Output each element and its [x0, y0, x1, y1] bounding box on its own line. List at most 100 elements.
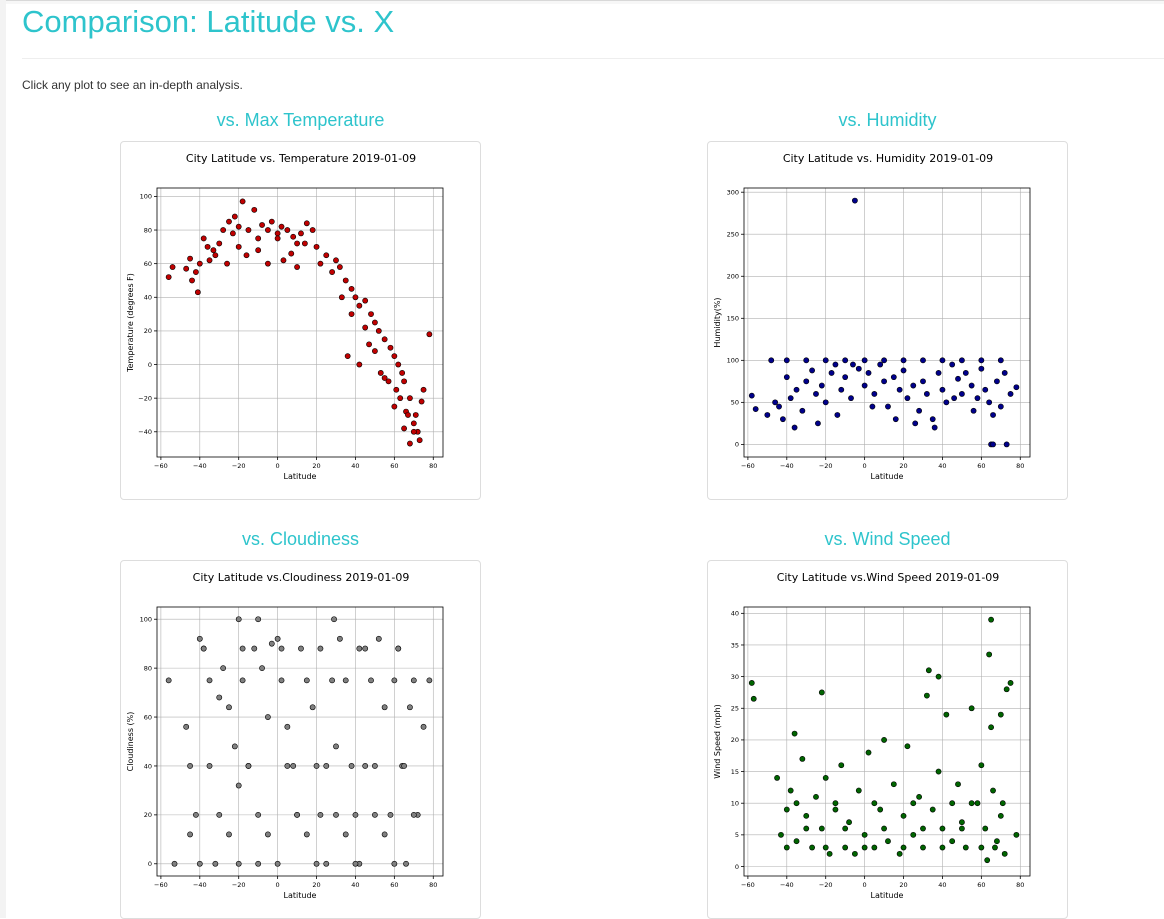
- y-tick-label: 80: [144, 664, 152, 672]
- x-tick-label: 60: [390, 881, 398, 889]
- plot-card-wind-speed[interactable]: City Latitude vs.Wind Speed 2019-01-09 −6…: [707, 560, 1068, 919]
- plot-frame: [743, 187, 1031, 458]
- data-point: [783, 374, 790, 381]
- y-tick-label: 60: [144, 260, 152, 268]
- data-point: [992, 844, 998, 851]
- data-point: [935, 370, 942, 376]
- data-point: [780, 416, 786, 423]
- data-point: [284, 723, 291, 730]
- data-point: [848, 395, 854, 402]
- data-point: [764, 412, 771, 418]
- data-point: [912, 420, 919, 427]
- y-axis-label: Humidity(%): [713, 297, 722, 347]
- data-point: [850, 361, 856, 368]
- data-point: [401, 378, 407, 385]
- plot-card-humidity[interactable]: City Latitude vs. Humidity 2019-01-09 −60…: [707, 141, 1068, 500]
- data-point: [274, 230, 281, 237]
- x-tick-label: −60: [154, 881, 168, 889]
- data-point: [916, 793, 923, 800]
- data-point: [892, 416, 899, 423]
- data-point: [855, 365, 862, 372]
- data-point: [877, 361, 884, 368]
- x-axis-label: Latitude: [284, 891, 317, 900]
- data-point: [395, 645, 402, 652]
- data-point: [959, 391, 965, 397]
- data-point: [356, 302, 363, 309]
- data-point: [822, 399, 829, 406]
- title-divider: [22, 58, 1164, 59]
- data-point: [206, 677, 213, 684]
- data-point: [235, 223, 242, 230]
- data-point: [974, 395, 981, 402]
- data-point: [331, 616, 337, 623]
- y-tick-label: 80: [144, 226, 152, 234]
- y-tick-label: 20: [731, 736, 739, 744]
- data-point: [229, 230, 236, 237]
- x-axis-label: Latitude: [871, 472, 904, 481]
- data-point: [288, 250, 295, 257]
- data-point: [216, 240, 223, 247]
- data-point: [787, 395, 794, 402]
- data-point: [750, 695, 757, 702]
- data-point: [818, 382, 825, 389]
- data-point: [412, 412, 419, 418]
- data-point: [196, 635, 203, 642]
- data-point: [366, 341, 372, 348]
- data-point: [278, 677, 285, 684]
- data-point: [333, 811, 339, 818]
- data-point: [982, 825, 989, 832]
- data-point: [803, 378, 810, 385]
- data-point: [959, 825, 965, 832]
- data-point: [216, 694, 223, 701]
- y-tick-label: 100: [140, 193, 152, 201]
- data-point: [904, 395, 911, 402]
- x-tick-label: 0: [863, 462, 867, 470]
- y-tick-label: 50: [731, 399, 739, 407]
- y-tick-label: −20: [138, 394, 152, 402]
- data-point: [978, 357, 985, 364]
- data-point: [410, 811, 417, 818]
- data-point: [294, 811, 300, 818]
- data-point: [803, 357, 810, 364]
- data-point: [774, 774, 780, 781]
- data-point: [772, 399, 779, 406]
- data-point: [818, 689, 825, 696]
- plot-card-cloudiness[interactable]: City Latitude vs.Cloudiness 2019-01-09 −6…: [120, 560, 481, 919]
- data-point: [791, 730, 798, 737]
- data-point: [838, 762, 845, 769]
- data-point: [931, 424, 938, 431]
- data-point: [869, 403, 876, 410]
- data-point: [391, 353, 398, 360]
- data-point: [391, 403, 398, 410]
- plot-card-temperature[interactable]: City Latitude vs. Temperature 2019-01-09…: [120, 141, 481, 500]
- x-tick-label: −40: [193, 881, 207, 889]
- x-tick-label: 20: [312, 881, 320, 889]
- data-point: [342, 277, 349, 284]
- data-point: [822, 357, 829, 364]
- data-point: [255, 247, 262, 254]
- chart-title: City Latitude vs. Temperature 2019-01-09: [186, 152, 416, 165]
- data-point: [381, 375, 388, 381]
- y-tick-label: 200: [727, 273, 739, 281]
- y-tick-label: 40: [731, 610, 739, 618]
- data-point: [418, 398, 425, 405]
- x-tick-label: 20: [899, 881, 907, 889]
- data-point: [787, 787, 794, 794]
- data-point: [1013, 384, 1020, 391]
- data-point: [387, 811, 394, 818]
- data-point: [239, 645, 246, 652]
- data-point: [352, 811, 359, 818]
- data-point: [974, 800, 981, 807]
- data-point: [255, 860, 262, 867]
- data-point: [405, 412, 411, 418]
- data-point: [375, 635, 382, 642]
- heading-max-temperature: vs. Max Temperature: [216, 110, 385, 130]
- data-point: [923, 391, 930, 397]
- data-point: [338, 294, 345, 301]
- data-point: [904, 743, 911, 750]
- data-point: [865, 749, 872, 756]
- data-point: [900, 812, 907, 819]
- x-tick-label: 60: [390, 462, 398, 470]
- y-axis-label: Temperature (degrees F): [126, 273, 135, 373]
- data-point: [387, 344, 394, 351]
